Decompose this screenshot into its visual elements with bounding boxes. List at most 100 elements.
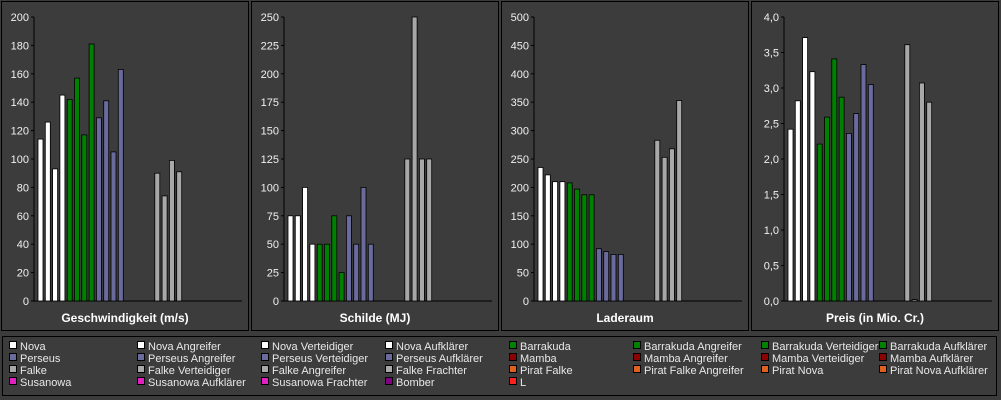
bar-perseus-aufkl-rer bbox=[117, 69, 124, 302]
legend-item: Barrakuda bbox=[509, 341, 571, 353]
legend-item: Barrakuda Angreifer bbox=[633, 341, 742, 353]
legend-label: Susanowa Aufklärer bbox=[148, 377, 246, 389]
legend-swatch bbox=[9, 353, 17, 361]
legend-label: Perseus Verteidiger bbox=[272, 353, 368, 365]
chart-svg-cargo: 0 50 100 150 200 250 300 350 400 450 500 bbox=[511, 12, 742, 308]
legend-label: L bbox=[520, 377, 527, 389]
bar-falke-verteidiger bbox=[411, 16, 418, 302]
bar-perseus-aufkl-rer bbox=[617, 253, 624, 302]
y-tick-label: 250 bbox=[511, 154, 529, 166]
y-tick-label: 200 bbox=[261, 69, 279, 81]
bar-falke-angreifer bbox=[418, 158, 425, 302]
legend-swatch bbox=[9, 377, 17, 385]
legend-swatch bbox=[137, 377, 145, 385]
y-tick-label: 225 bbox=[261, 40, 279, 52]
legend-swatch bbox=[385, 365, 393, 373]
bar-nova-aufkl-rer bbox=[309, 243, 316, 302]
legend-item: Perseus Angreifer bbox=[137, 353, 235, 365]
legend-label: Nova Aufklärer bbox=[396, 341, 469, 353]
y-tick-label: 1,0 bbox=[764, 225, 779, 237]
legend-label: Perseus bbox=[20, 353, 61, 365]
bar-nova bbox=[537, 167, 544, 302]
y-tick-label: 100 bbox=[11, 154, 29, 166]
legend-swatch bbox=[761, 341, 769, 349]
bar-barrakuda-angreifer bbox=[74, 77, 80, 302]
legend-item: Nova Aufklärer bbox=[385, 341, 468, 353]
legend-swatch bbox=[879, 341, 887, 349]
legend-label: Barrakuda Verteidiger bbox=[772, 341, 879, 353]
bar-perseus-angreifer bbox=[103, 100, 110, 302]
y-tick-label: 100 bbox=[261, 182, 279, 194]
bar-perseus-angreifer bbox=[353, 243, 360, 302]
bar-falke bbox=[154, 172, 161, 302]
y-tick-label: 150 bbox=[261, 126, 279, 138]
bar-barrakuda-verteidiger bbox=[581, 194, 588, 302]
legend-label: Barrakuda bbox=[520, 341, 571, 353]
bar-nova-angreifer bbox=[544, 174, 551, 302]
y-tick-label: 200 bbox=[511, 182, 529, 194]
legend-swatch bbox=[509, 365, 517, 373]
bar-nova bbox=[37, 138, 44, 302]
bar-perseus bbox=[846, 132, 852, 302]
y-tick-label: 80 bbox=[17, 182, 29, 194]
legend-item: Nova Verteidiger bbox=[261, 341, 353, 353]
legend-label: Pirat Nova Aufklärer bbox=[890, 365, 988, 377]
legend-item: L bbox=[509, 377, 526, 389]
legend-item: Falke Frachter bbox=[385, 365, 467, 377]
y-tick-label: 200 bbox=[11, 12, 29, 24]
bar-perseus-angreifer bbox=[853, 113, 860, 302]
bar-perseus-angreifer bbox=[603, 251, 610, 302]
bar-falke-frachter bbox=[426, 158, 433, 302]
bar-barrakuda-verteidiger bbox=[331, 215, 338, 302]
bar-nova-angreifer bbox=[294, 215, 301, 302]
bar-falke bbox=[654, 139, 661, 302]
bar-perseus-verteidiger bbox=[860, 64, 867, 302]
legend-label: Barrakuda Angreifer bbox=[644, 341, 742, 353]
y-tick-label: 120 bbox=[11, 126, 29, 138]
legend-swatch bbox=[761, 365, 769, 373]
legend-swatch bbox=[385, 377, 393, 385]
legend-item: Perseus Aufklärer bbox=[385, 353, 483, 365]
legend-label: Perseus Aufklärer bbox=[396, 353, 483, 365]
bar-barrakuda-aufkl-rer bbox=[588, 194, 595, 302]
legend-label: Pirat Falke bbox=[520, 365, 573, 377]
y-tick-label: 250 bbox=[261, 12, 279, 24]
legend-item: Mamba Angreifer bbox=[633, 353, 728, 365]
y-tick-label: 180 bbox=[11, 40, 29, 52]
bar-perseus-verteidiger bbox=[610, 253, 617, 302]
legend-item: Falke Angreifer bbox=[261, 365, 346, 377]
y-tick-label: 500 bbox=[511, 12, 529, 24]
bar-barrakuda bbox=[66, 99, 73, 302]
y-tick-label: 300 bbox=[511, 126, 529, 138]
y-tick-label: 50 bbox=[517, 268, 529, 280]
legend-item: Barrakuda Aufklärer bbox=[879, 341, 987, 353]
legend-item: Falke Verteidiger bbox=[137, 365, 231, 377]
y-tick-label: 75 bbox=[267, 211, 279, 223]
bar-barrakuda-angreifer bbox=[574, 188, 580, 302]
y-tick-label: 350 bbox=[511, 97, 529, 109]
legend-label: Pirat Falke Angreifer bbox=[644, 365, 744, 377]
chart-panel-speed: 0 20 40 60 80 100 120 140 160 180 200 Geschwindigk… bbox=[1, 1, 249, 331]
legend-swatch bbox=[633, 341, 641, 349]
legend-item: Mamba Verteidiger bbox=[761, 353, 864, 365]
legend-item: Nova Angreifer bbox=[137, 341, 221, 353]
bar-falke-frachter bbox=[176, 171, 183, 302]
y-tick-label: 0,0 bbox=[764, 296, 779, 308]
legend-label: Nova Verteidiger bbox=[272, 341, 354, 353]
legend-item: Perseus bbox=[9, 353, 60, 365]
bar-falke-verteidiger bbox=[661, 156, 668, 302]
chart-svg-shields: 0 25 50 75 100 125 150 175 200 225 250 bbox=[261, 12, 492, 308]
chart-panel-price: 0,0 0,5 1,0 1,5 2,0 2,5 3,0 3,5 4,0 Preis (in Mi… bbox=[751, 1, 999, 331]
bar-nova bbox=[287, 215, 294, 302]
y-tick-label: 0 bbox=[273, 296, 279, 308]
bar-falke-angreifer bbox=[918, 82, 925, 302]
chart-title-shields: Schilde (MJ) bbox=[339, 311, 411, 325]
y-tick-label: 50 bbox=[267, 239, 279, 251]
bar-barrakuda-angreifer bbox=[324, 243, 330, 302]
y-tick-label: 125 bbox=[261, 154, 279, 166]
legend-label: Perseus Angreifer bbox=[148, 353, 236, 365]
legend-label: Nova bbox=[20, 341, 46, 353]
chart-title-speed: Geschwindigkeit (m/s) bbox=[61, 311, 189, 325]
legend-label: Mamba Aufklärer bbox=[890, 353, 974, 365]
bar-nova-aufkl-rer bbox=[809, 71, 816, 302]
